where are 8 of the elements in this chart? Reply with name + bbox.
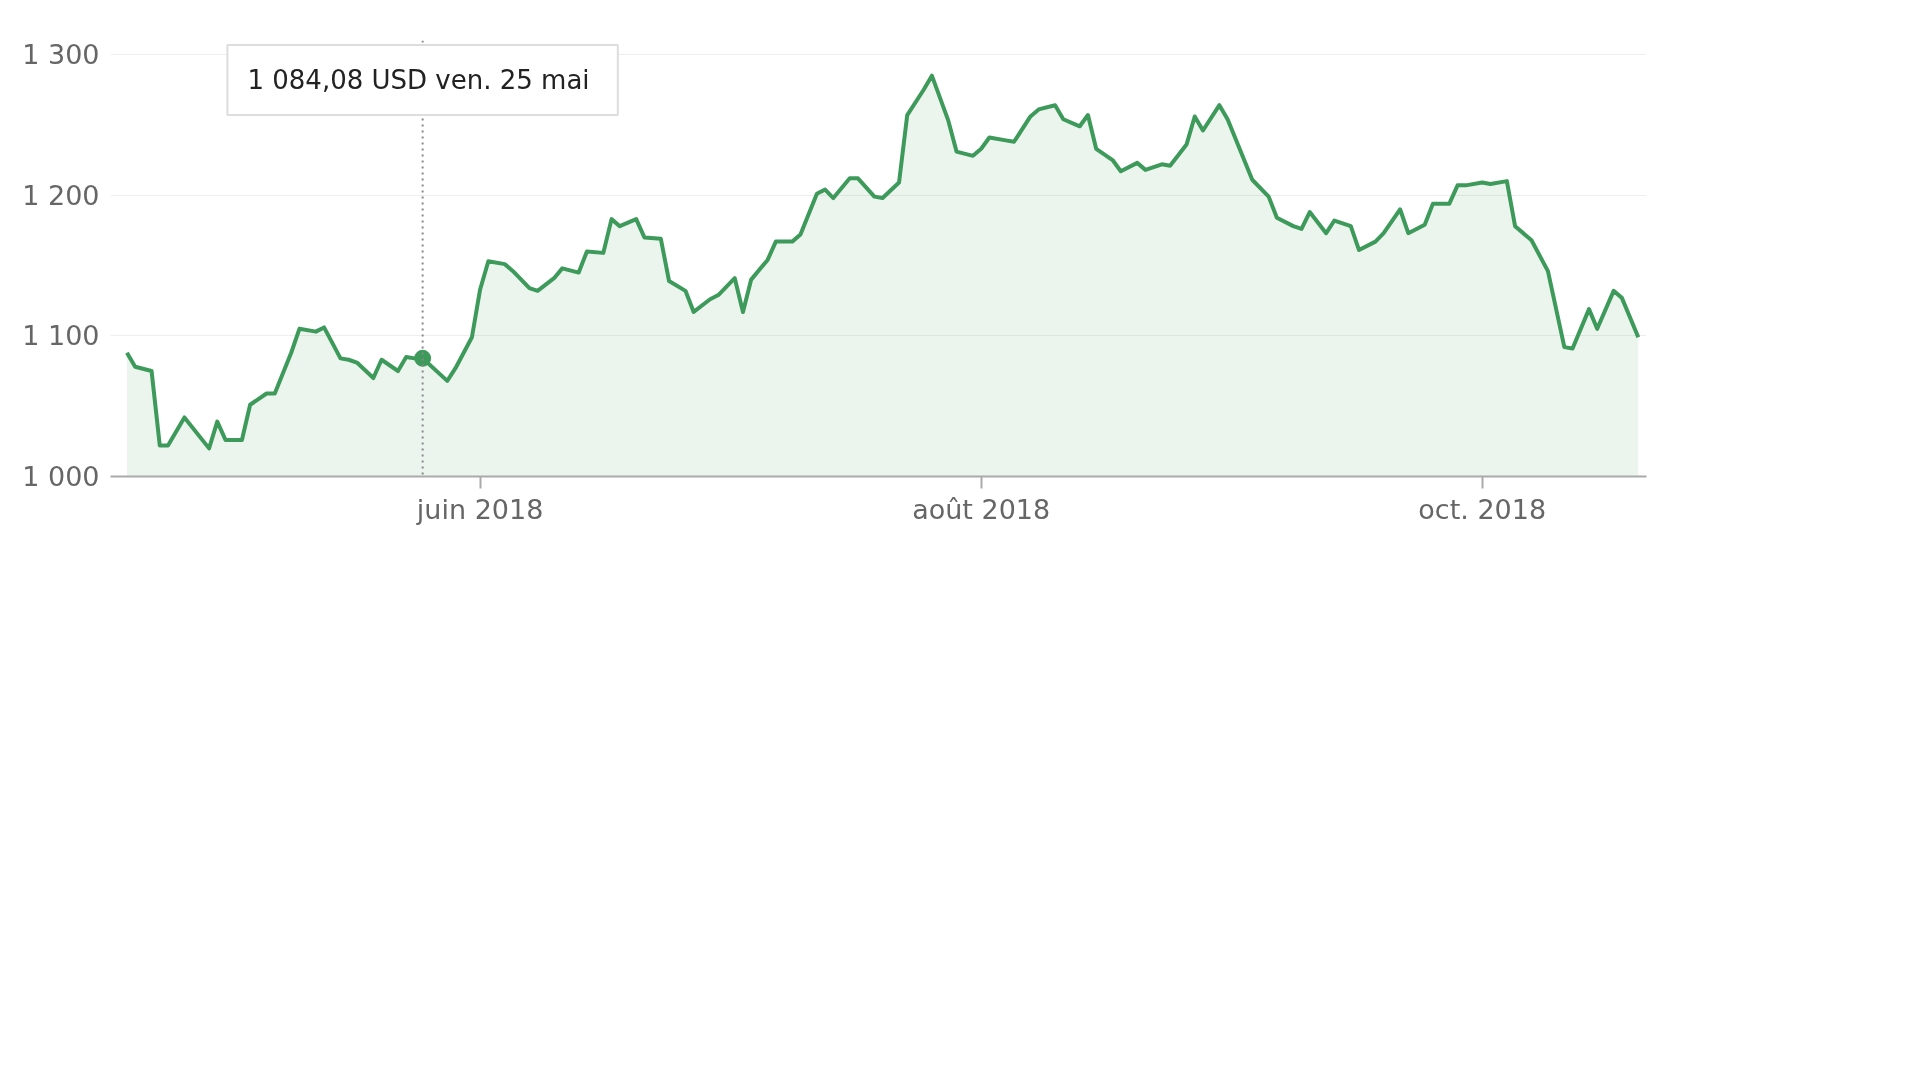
y-tick-label: 1 200 [22, 179, 100, 211]
y-tick-label: 1 100 [22, 320, 100, 352]
x-tick-label: juin 2018 [415, 493, 544, 525]
x-tick-label: août 2018 [912, 493, 1051, 525]
y-tick-label: 1 000 [22, 461, 100, 492]
y-tick-label: 1 300 [22, 39, 100, 71]
x-tick-label: oct. 2018 [1418, 493, 1547, 525]
annotation: 1 084,08 USD ven. 25 mai [247, 64, 590, 95]
